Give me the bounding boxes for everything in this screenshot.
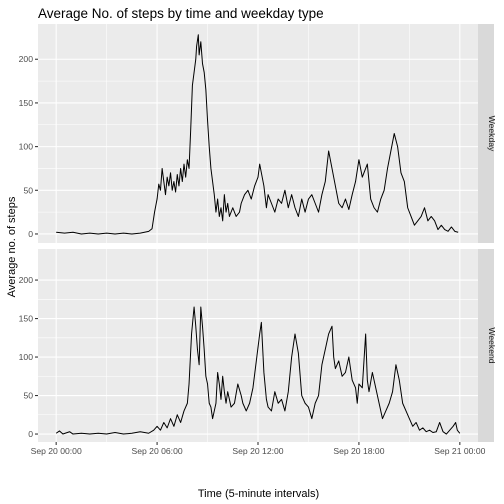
series-line-weekend (55, 306, 461, 435)
x-axis: Sep 20 00:00 Sep 20 06:00 Sep 20 12:00 Sep … (31, 442, 486, 456)
facet-strip-label: Weekend (487, 327, 497, 363)
y-tick-label: 150 (19, 98, 34, 108)
facet-strip-label: Weekday (487, 116, 497, 152)
y-tick-label: 50 (23, 391, 33, 401)
y-tick-label: 50 (23, 185, 33, 195)
facet-strip (478, 249, 494, 442)
x-tick-label: Sep 20 18:00 (333, 446, 384, 456)
facet-strip (478, 24, 494, 243)
y-tick-label: 0 (28, 429, 33, 439)
x-tick-label: Sep 20 00:00 (31, 446, 82, 456)
y-tick-label: 200 (19, 54, 34, 64)
x-tick-label: Sep 20 12:00 (232, 446, 283, 456)
y-axis-title: Average no. of steps (6, 196, 18, 297)
series-line-weekday (56, 34, 459, 235)
chart-title: Average No. of steps by time and weekday… (38, 6, 324, 21)
y-tick-label: 100 (19, 142, 34, 152)
x-tick-label: Sep 21 00:00 (434, 446, 485, 456)
y-tick-label: 100 (19, 352, 34, 362)
facet-panel-weekend: 0 50 100 150 200 Weekend (19, 249, 497, 442)
y-tick-label: 0 (28, 229, 33, 239)
y-tick-label: 200 (19, 275, 34, 285)
facet-panels: 0 50 100 150 200 Weekday 0 50 100 150 200 Weekend (19, 24, 497, 442)
facet-panel-weekday: 0 50 100 150 200 Weekday (19, 24, 497, 243)
y-tick-label: 150 (19, 314, 34, 324)
x-axis-title: Time (5-minute intervals) (198, 488, 319, 500)
x-tick-label: Sep 20 06:00 (132, 446, 183, 456)
